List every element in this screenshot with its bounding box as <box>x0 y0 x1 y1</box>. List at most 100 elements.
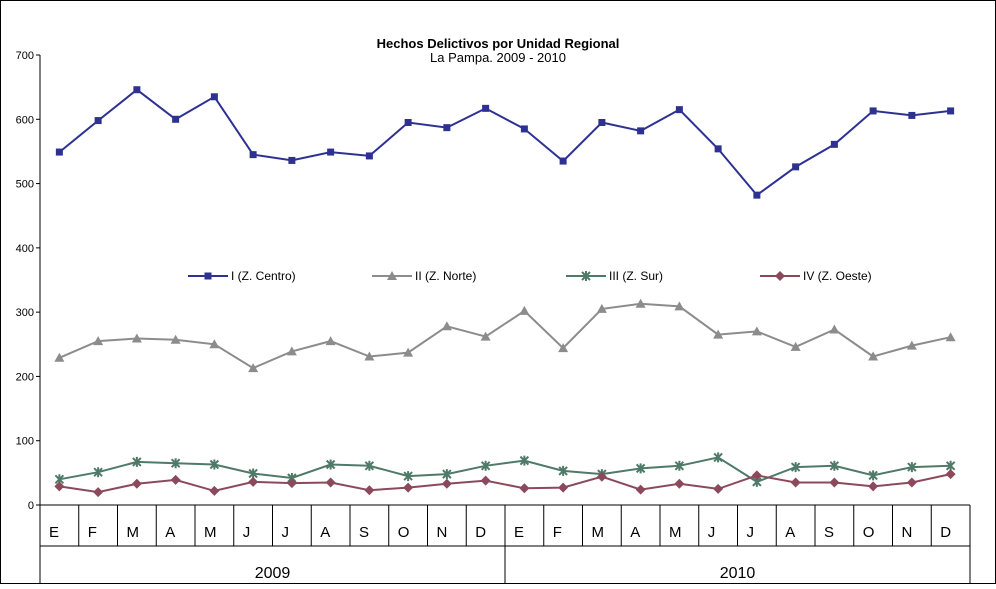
data-point <box>480 331 491 341</box>
data-point <box>558 343 569 353</box>
data-point <box>54 352 65 362</box>
x-tick-label: S <box>359 524 369 541</box>
data-point <box>364 460 375 471</box>
data-point <box>94 117 102 125</box>
x-tick-label: A <box>630 524 640 541</box>
x-tick-label: J <box>747 524 755 541</box>
series-i-z-centro <box>55 86 955 199</box>
data-point <box>598 119 606 126</box>
series-ii-z-norte <box>54 298 956 373</box>
y-tick-label: 700 <box>16 50 34 62</box>
data-point <box>403 471 413 482</box>
data-point <box>753 191 761 199</box>
series-iii-z-sur <box>54 452 956 487</box>
data-point <box>387 271 397 280</box>
axes: 0 100 200 300 400 500 600 700 E F M A M J J A S O N D E F M A M J… <box>16 50 971 584</box>
data-point <box>286 346 297 356</box>
data-point <box>170 458 181 469</box>
y-tick-label: 400 <box>16 243 34 255</box>
data-point <box>751 326 762 336</box>
data-point <box>480 475 491 486</box>
x-tick-label: M <box>204 524 217 541</box>
legend-label: I (Z. Centro) <box>231 269 296 283</box>
data-point <box>209 459 220 470</box>
data-point <box>558 465 568 476</box>
data-point <box>131 478 142 489</box>
data-point <box>365 152 373 160</box>
data-point <box>209 485 220 496</box>
data-point <box>945 460 956 471</box>
chart-subtitle: La Pampa. 2009 - 2010 <box>430 50 566 65</box>
data-point <box>54 481 65 492</box>
data-point <box>364 485 375 496</box>
y-tick-label: 100 <box>16 436 34 448</box>
data-point <box>675 106 683 114</box>
x-tick-label: D <box>475 524 486 541</box>
legend-item: I (Z. Centro) <box>188 269 296 283</box>
data-point <box>210 93 218 101</box>
y-tick-label: 200 <box>16 371 34 383</box>
x-tick-label: A <box>165 524 175 541</box>
x-tick-label: A <box>320 524 330 541</box>
data-point <box>443 124 451 132</box>
y-tick-label: 300 <box>16 307 34 319</box>
data-point <box>286 478 297 489</box>
data-point <box>829 324 840 334</box>
data-point <box>829 477 840 488</box>
data-point <box>559 157 567 165</box>
series-line <box>59 473 951 494</box>
data-point <box>581 271 591 281</box>
series-iv-z-oeste <box>54 469 956 498</box>
data-point <box>519 483 530 494</box>
data-point <box>637 127 645 135</box>
data-point <box>209 339 220 349</box>
year-label: 2009 <box>255 565 291 582</box>
legend-label: IV (Z. Oeste) <box>803 269 872 283</box>
data-point <box>248 363 259 373</box>
data-point <box>132 456 142 467</box>
x-tick-label: O <box>398 524 410 541</box>
x-tick-label: N <box>437 524 448 541</box>
data-point <box>714 145 722 153</box>
data-point <box>790 341 801 351</box>
data-point <box>596 471 607 482</box>
x-tick-label: M <box>669 524 682 541</box>
data-point <box>441 478 452 489</box>
x-tick-label: M <box>592 524 605 541</box>
legend-item: II (Z. Norte) <box>372 269 476 283</box>
data-point <box>93 336 104 346</box>
data-point <box>403 347 414 357</box>
data-point <box>868 470 878 481</box>
data-point <box>172 115 180 123</box>
data-point <box>325 477 336 488</box>
data-point <box>325 459 336 470</box>
data-point <box>868 351 879 361</box>
data-point <box>830 140 838 148</box>
series-layer <box>54 86 956 498</box>
data-point <box>170 474 181 485</box>
data-point <box>751 470 762 481</box>
data-point <box>674 301 685 311</box>
data-point <box>327 148 335 156</box>
x-tick-label: N <box>902 524 913 541</box>
data-point <box>790 477 801 488</box>
data-point <box>520 125 528 133</box>
data-point <box>403 482 414 493</box>
data-point <box>596 303 607 313</box>
data-point <box>635 463 646 474</box>
data-point <box>249 151 257 159</box>
data-point <box>947 107 955 115</box>
data-point <box>908 111 916 119</box>
x-tick-label: E <box>514 524 524 541</box>
data-point <box>288 156 296 164</box>
data-point <box>248 468 258 479</box>
data-point <box>829 460 840 471</box>
series-line <box>58 88 951 197</box>
x-tick-label: O <box>863 524 875 541</box>
series-line <box>59 302 951 370</box>
legend-item: III (Z. Sur) <box>566 269 663 283</box>
data-point <box>674 478 685 489</box>
year-label: 2010 <box>720 565 756 582</box>
x-tick-label: A <box>785 524 795 541</box>
